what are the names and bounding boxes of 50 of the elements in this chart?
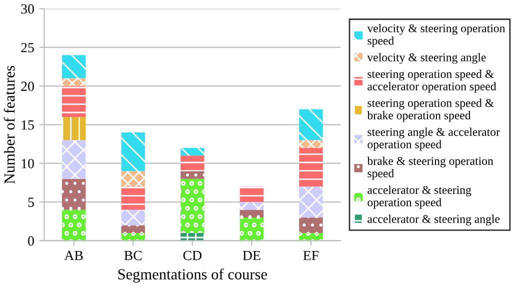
bar [121,186,145,210]
y-axis-title: Number of features [4,66,15,184]
bar [299,109,323,140]
bar [121,232,145,241]
x-tick-label: DE [242,250,260,260]
bar [62,178,86,210]
bar [240,210,264,218]
x-axis-title: Segmentations of course [118,268,267,283]
y-tick-label: 25 [21,42,34,52]
legend-label: brake & steering operation speed [367,156,494,180]
bar [240,186,264,202]
bar [121,225,145,233]
legend-label: steering operation speed & accelerator operation speed [368,70,496,93]
legend-label: velocity & steering angle [367,53,486,64]
bar [121,171,145,187]
bar [180,148,204,156]
bar [299,186,323,218]
bar [240,218,264,241]
bar [62,140,86,179]
y-tick-label: 5 [28,198,34,207]
x-tick-label: BC [124,250,142,260]
y-tick-label: 10 [22,158,34,168]
bar [180,156,204,172]
legend-label: accelerator & steering operation speed [368,186,472,209]
y-tick-label: 30 [21,4,34,14]
bar [299,140,323,148]
x-tick-label: EF [303,250,319,260]
bar [240,202,264,210]
x-tick-label: AB [64,250,83,260]
bar [62,210,86,241]
bar [299,218,323,233]
bar [180,171,204,179]
y-tick-label: 20 [21,82,34,91]
bar [121,132,145,172]
legend-label: steering angle & accelerator operation speed [368,128,500,151]
bar [62,78,86,86]
legend-label: steering operation speed & brake operation speed [367,98,494,122]
x-tick-label: CD [183,250,202,260]
bar [62,116,86,140]
bar [180,178,204,233]
legend-label: accelerator & steering angle [368,214,500,226]
bar [299,148,323,187]
bar [62,86,86,117]
bar [180,232,204,241]
y-tick-label: 0 [28,236,34,246]
y-tick-label: 15 [22,120,34,130]
bar [121,210,145,226]
bar [62,55,86,78]
legend-label: velocity & steering operation speed [367,24,506,48]
bar [299,232,323,241]
